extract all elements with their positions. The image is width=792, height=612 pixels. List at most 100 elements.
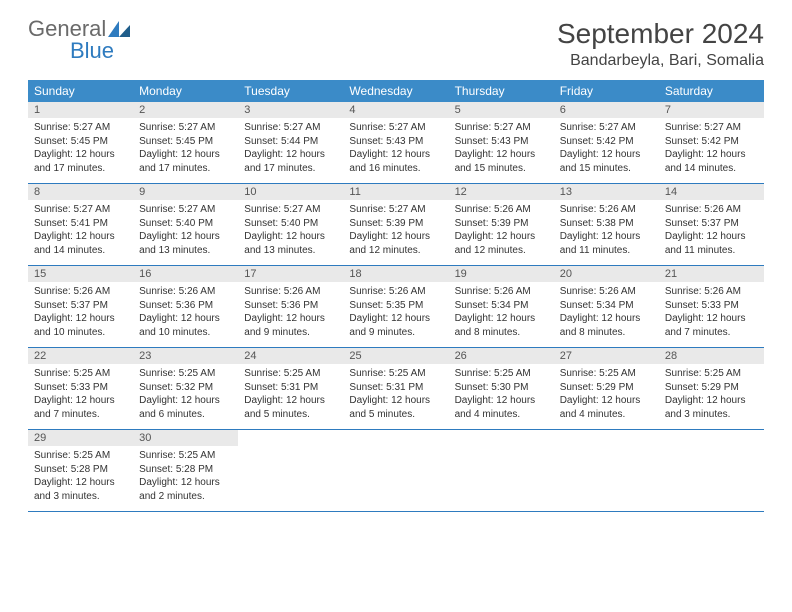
dow-wednesday: Wednesday	[343, 80, 448, 102]
day-number-cell: 26	[449, 348, 554, 365]
daylight-text: and 12 minutes.	[455, 244, 548, 258]
day-data-cell: Sunrise: 5:27 AMSunset: 5:45 PMDaylight:…	[133, 118, 238, 184]
day-number-cell	[343, 430, 448, 447]
daylight-text: Daylight: 12 hours	[244, 394, 337, 408]
day-data-cell: Sunrise: 5:25 AMSunset: 5:29 PMDaylight:…	[659, 364, 764, 430]
day-number-cell	[554, 430, 659, 447]
daylight-text: and 7 minutes.	[34, 408, 127, 422]
logo-text-bottom: Blue	[28, 40, 130, 62]
sunset-text: Sunset: 5:29 PM	[560, 381, 653, 395]
day-number-row: 1234567	[28, 102, 764, 118]
sunrise-text: Sunrise: 5:27 AM	[560, 121, 653, 135]
sunset-text: Sunset: 5:33 PM	[665, 299, 758, 313]
sunrise-text: Sunrise: 5:27 AM	[455, 121, 548, 135]
dow-saturday: Saturday	[659, 80, 764, 102]
day-number-cell: 6	[554, 102, 659, 118]
daylight-text: Daylight: 12 hours	[34, 394, 127, 408]
daylight-text: and 11 minutes.	[560, 244, 653, 258]
day-number-cell: 29	[28, 430, 133, 447]
daylight-text: and 17 minutes.	[244, 162, 337, 176]
sunset-text: Sunset: 5:34 PM	[560, 299, 653, 313]
daylight-text: Daylight: 12 hours	[139, 312, 232, 326]
day-number-cell: 25	[343, 348, 448, 365]
sunset-text: Sunset: 5:39 PM	[349, 217, 442, 231]
logo-top-line: General	[28, 18, 130, 40]
sunset-text: Sunset: 5:38 PM	[560, 217, 653, 231]
day-data-cell	[449, 446, 554, 512]
sunset-text: Sunset: 5:42 PM	[665, 135, 758, 149]
sunrise-text: Sunrise: 5:26 AM	[560, 285, 653, 299]
day-data-cell: Sunrise: 5:25 AMSunset: 5:32 PMDaylight:…	[133, 364, 238, 430]
daylight-text: and 3 minutes.	[34, 490, 127, 504]
day-number-row: 22232425262728	[28, 348, 764, 365]
daylight-text: and 13 minutes.	[139, 244, 232, 258]
sunrise-text: Sunrise: 5:27 AM	[665, 121, 758, 135]
day-data-cell	[343, 446, 448, 512]
day-number-cell: 16	[133, 266, 238, 283]
day-data-cell: Sunrise: 5:27 AMSunset: 5:45 PMDaylight:…	[28, 118, 133, 184]
daylight-text: and 3 minutes.	[665, 408, 758, 422]
sunset-text: Sunset: 5:40 PM	[139, 217, 232, 231]
daylight-text: and 14 minutes.	[34, 244, 127, 258]
day-data-cell: Sunrise: 5:27 AMSunset: 5:42 PMDaylight:…	[659, 118, 764, 184]
sunrise-text: Sunrise: 5:27 AM	[349, 203, 442, 217]
daylight-text: and 5 minutes.	[244, 408, 337, 422]
sunrise-text: Sunrise: 5:26 AM	[455, 285, 548, 299]
day-number-cell: 15	[28, 266, 133, 283]
sunrise-text: Sunrise: 5:25 AM	[139, 367, 232, 381]
day-number-cell: 5	[449, 102, 554, 118]
sunset-text: Sunset: 5:32 PM	[139, 381, 232, 395]
day-data-row: Sunrise: 5:25 AMSunset: 5:28 PMDaylight:…	[28, 446, 764, 512]
sunset-text: Sunset: 5:28 PM	[34, 463, 127, 477]
daylight-text: Daylight: 12 hours	[665, 394, 758, 408]
sunrise-text: Sunrise: 5:27 AM	[139, 203, 232, 217]
dow-tuesday: Tuesday	[238, 80, 343, 102]
day-number-cell: 3	[238, 102, 343, 118]
daylight-text: Daylight: 12 hours	[34, 230, 127, 244]
dow-sunday: Sunday	[28, 80, 133, 102]
logo: General Blue	[28, 18, 130, 62]
day-number-cell: 20	[554, 266, 659, 283]
sunset-text: Sunset: 5:41 PM	[34, 217, 127, 231]
daylight-text: Daylight: 12 hours	[34, 148, 127, 162]
daylight-text: Daylight: 12 hours	[139, 230, 232, 244]
day-number-cell: 7	[659, 102, 764, 118]
logo-text-top: General	[28, 18, 106, 40]
sunrise-text: Sunrise: 5:26 AM	[560, 203, 653, 217]
calendar-table: Sunday Monday Tuesday Wednesday Thursday…	[28, 80, 764, 512]
sunset-text: Sunset: 5:40 PM	[244, 217, 337, 231]
sunset-text: Sunset: 5:43 PM	[455, 135, 548, 149]
day-number-cell: 30	[133, 430, 238, 447]
daylight-text: and 12 minutes.	[349, 244, 442, 258]
day-number-cell: 4	[343, 102, 448, 118]
day-data-cell: Sunrise: 5:25 AMSunset: 5:30 PMDaylight:…	[449, 364, 554, 430]
day-data-cell: Sunrise: 5:27 AMSunset: 5:41 PMDaylight:…	[28, 200, 133, 266]
day-number-cell: 17	[238, 266, 343, 283]
daylight-text: Daylight: 12 hours	[455, 312, 548, 326]
day-data-cell: Sunrise: 5:26 AMSunset: 5:38 PMDaylight:…	[554, 200, 659, 266]
sunrise-text: Sunrise: 5:26 AM	[349, 285, 442, 299]
day-data-cell	[238, 446, 343, 512]
daylight-text: Daylight: 12 hours	[455, 394, 548, 408]
sunset-text: Sunset: 5:42 PM	[560, 135, 653, 149]
sunrise-text: Sunrise: 5:26 AM	[455, 203, 548, 217]
daylight-text: and 15 minutes.	[455, 162, 548, 176]
daylight-text: Daylight: 12 hours	[139, 148, 232, 162]
sunrise-text: Sunrise: 5:27 AM	[244, 121, 337, 135]
sunrise-text: Sunrise: 5:27 AM	[34, 121, 127, 135]
sunset-text: Sunset: 5:36 PM	[139, 299, 232, 313]
sunrise-text: Sunrise: 5:25 AM	[139, 449, 232, 463]
daylight-text: Daylight: 12 hours	[349, 394, 442, 408]
day-number-row: 15161718192021	[28, 266, 764, 283]
daylight-text: Daylight: 12 hours	[139, 394, 232, 408]
day-data-cell: Sunrise: 5:25 AMSunset: 5:28 PMDaylight:…	[28, 446, 133, 512]
day-number-cell: 19	[449, 266, 554, 283]
day-number-cell: 23	[133, 348, 238, 365]
daylight-text: and 9 minutes.	[244, 326, 337, 340]
daylight-text: and 13 minutes.	[244, 244, 337, 258]
day-number-cell	[238, 430, 343, 447]
dow-monday: Monday	[133, 80, 238, 102]
sunrise-text: Sunrise: 5:27 AM	[244, 203, 337, 217]
daylight-text: and 15 minutes.	[560, 162, 653, 176]
day-number-cell: 28	[659, 348, 764, 365]
